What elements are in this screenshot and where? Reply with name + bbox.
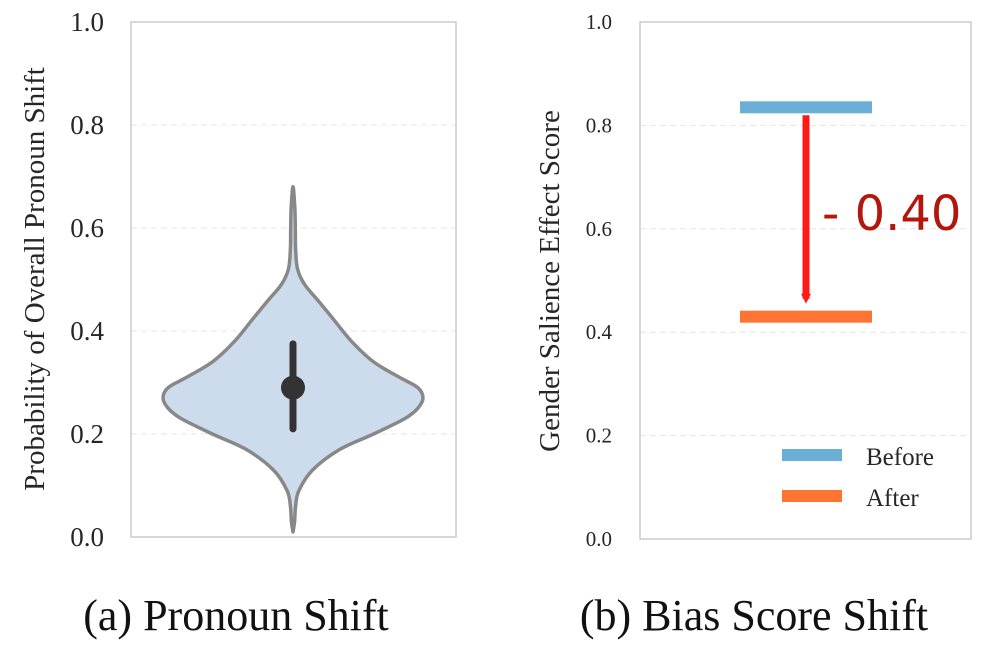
legend-before-label: Before bbox=[866, 444, 934, 471]
panel-b-y-tick-label: 0.8 bbox=[586, 113, 612, 137]
panel-a-caption: (a) Pronoun Shift bbox=[83, 591, 389, 640]
panel-a-plot-frame bbox=[130, 21, 457, 538]
legend: Before After bbox=[782, 444, 934, 512]
reduction-annotation: - 0.40 bbox=[822, 186, 961, 242]
panel-a-y-tick-label: 0.0 bbox=[70, 522, 104, 552]
panel-b-y-tick-label: 0.0 bbox=[586, 527, 612, 551]
panel-b-y-axis-label: Gender Salience Effect Score bbox=[534, 110, 566, 452]
after-bar bbox=[740, 310, 872, 323]
panel-a-violin-chart: 0.0 0.2 0.4 0.6 0.8 1.0 Probability of Overal… bbox=[19, 7, 457, 640]
panel-b-y-tick-label: 0.2 bbox=[586, 424, 612, 448]
panel-b-y-tick-label: 1.0 bbox=[586, 10, 612, 34]
panel-b-plot-frame bbox=[639, 21, 972, 540]
panel-a-y-tick-label: 0.8 bbox=[70, 110, 104, 140]
legend-before-swatch bbox=[782, 449, 842, 461]
panel-a-y-axis-label: Probability of Overall Pronoun Shift bbox=[19, 67, 51, 491]
panel-a-y-axis: 0.0 0.2 0.4 0.6 0.8 1.0 bbox=[70, 7, 104, 552]
legend-after-swatch bbox=[782, 490, 842, 502]
panel-b-y-axis: 0.0 0.2 0.4 0.6 0.8 1.0 bbox=[586, 10, 613, 551]
panel-b-bias-chart: - 0.40 0.0 0.2 0.4 0.6 0.8 1.0 Gender Salienc… bbox=[534, 10, 972, 640]
before-bar bbox=[740, 101, 872, 114]
legend-after-label: After bbox=[866, 485, 919, 512]
panel-a-y-tick-label: 1.0 bbox=[70, 7, 104, 37]
panel-a-y-tick-label: 0.4 bbox=[70, 316, 104, 346]
panel-b-y-tick-label: 0.6 bbox=[586, 217, 612, 241]
panel-b-caption: (b) Bias Score Shift bbox=[580, 591, 928, 640]
panel-a-y-tick-label: 0.2 bbox=[70, 419, 104, 449]
panel-b-y-tick-label: 0.4 bbox=[586, 320, 613, 344]
panel-a-median-dot bbox=[281, 375, 305, 400]
panel-a-y-tick-label: 0.6 bbox=[70, 213, 104, 243]
